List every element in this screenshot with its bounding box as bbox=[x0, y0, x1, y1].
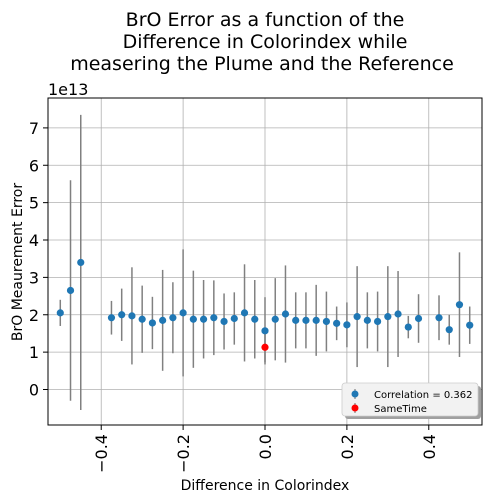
x-tick-label: 0.2 bbox=[338, 434, 357, 459]
y-axis-label: BrO Meaurement Error bbox=[10, 183, 26, 341]
data-point bbox=[414, 314, 423, 323]
legend-label-same: SameTime bbox=[374, 404, 427, 415]
data-point bbox=[322, 317, 331, 326]
data-point bbox=[138, 315, 146, 323]
y-tick-label: 0 bbox=[29, 380, 39, 399]
y-tick-label: 4 bbox=[29, 231, 39, 250]
data-point bbox=[333, 319, 341, 327]
data-point bbox=[251, 315, 259, 323]
data-point bbox=[261, 327, 269, 335]
data-point bbox=[373, 317, 382, 326]
data-point bbox=[169, 314, 177, 322]
data-point bbox=[445, 326, 453, 334]
data-point bbox=[56, 309, 64, 317]
y-tick-label: 1 bbox=[29, 343, 39, 362]
data-point bbox=[118, 311, 126, 319]
data-point bbox=[179, 309, 187, 317]
y-axis-multiplier: 1e13 bbox=[48, 80, 88, 99]
x-tick-label: 0.0 bbox=[256, 434, 275, 459]
data-point bbox=[107, 314, 116, 322]
data-point bbox=[189, 315, 197, 323]
x-tick-label: −0.4 bbox=[92, 434, 111, 473]
data-point bbox=[77, 258, 85, 267]
data-point bbox=[240, 309, 249, 317]
x-axis-label: Difference in Colorindex bbox=[181, 478, 350, 494]
x-tick-label: 0.4 bbox=[420, 434, 439, 459]
chart-title: BrO Error as a function of the Differenc… bbox=[70, 9, 454, 75]
y-tick-label: 7 bbox=[29, 119, 39, 138]
data-point bbox=[343, 321, 351, 329]
data-point bbox=[394, 310, 402, 318]
data-point bbox=[210, 314, 218, 322]
legend: Correlation = 0.362 SameTime bbox=[341, 382, 481, 419]
data-point bbox=[220, 317, 228, 326]
grid-lines bbox=[48, 98, 482, 425]
data-point bbox=[455, 301, 464, 309]
data-point bbox=[302, 316, 310, 324]
legend-marker-same bbox=[351, 404, 359, 412]
data-point bbox=[435, 314, 443, 322]
data-point bbox=[148, 319, 157, 327]
data-point bbox=[230, 314, 238, 323]
data-point bbox=[159, 316, 167, 324]
legend-box bbox=[341, 382, 479, 417]
legend-label-main: Correlation = 0.362 bbox=[374, 390, 473, 401]
data-point bbox=[292, 316, 300, 324]
y-tick-label: 5 bbox=[29, 194, 39, 213]
data-point bbox=[466, 321, 474, 329]
data-point bbox=[363, 316, 371, 324]
y-tick-label: 6 bbox=[29, 156, 39, 175]
data-point bbox=[271, 315, 279, 323]
data-points bbox=[56, 258, 474, 351]
data-point bbox=[404, 323, 412, 331]
data-point bbox=[281, 310, 290, 318]
chart-title-line-3: measering the Plume and the Reference bbox=[70, 53, 454, 75]
y-tick-label: 2 bbox=[29, 306, 39, 325]
y-tick-label: 3 bbox=[29, 268, 39, 287]
data-point bbox=[66, 286, 75, 295]
data-point bbox=[353, 313, 361, 321]
data-point bbox=[384, 313, 392, 321]
data-point bbox=[312, 316, 320, 324]
chart-title-line-2: Difference in Colorindex while bbox=[123, 31, 408, 53]
data-point bbox=[128, 312, 136, 320]
y-axis-ticks: 0 1 2 3 4 5 6 7 bbox=[29, 119, 48, 399]
chart-title-line-1: BrO Error as a function of the bbox=[126, 9, 405, 31]
x-tick-label: −0.2 bbox=[174, 434, 193, 473]
legend-marker-main bbox=[351, 390, 359, 398]
x-axis-ticks: −0.4 −0.2 0.0 0.2 0.4 bbox=[92, 425, 439, 473]
data-point bbox=[199, 315, 208, 323]
data-point-sametime bbox=[261, 343, 269, 351]
